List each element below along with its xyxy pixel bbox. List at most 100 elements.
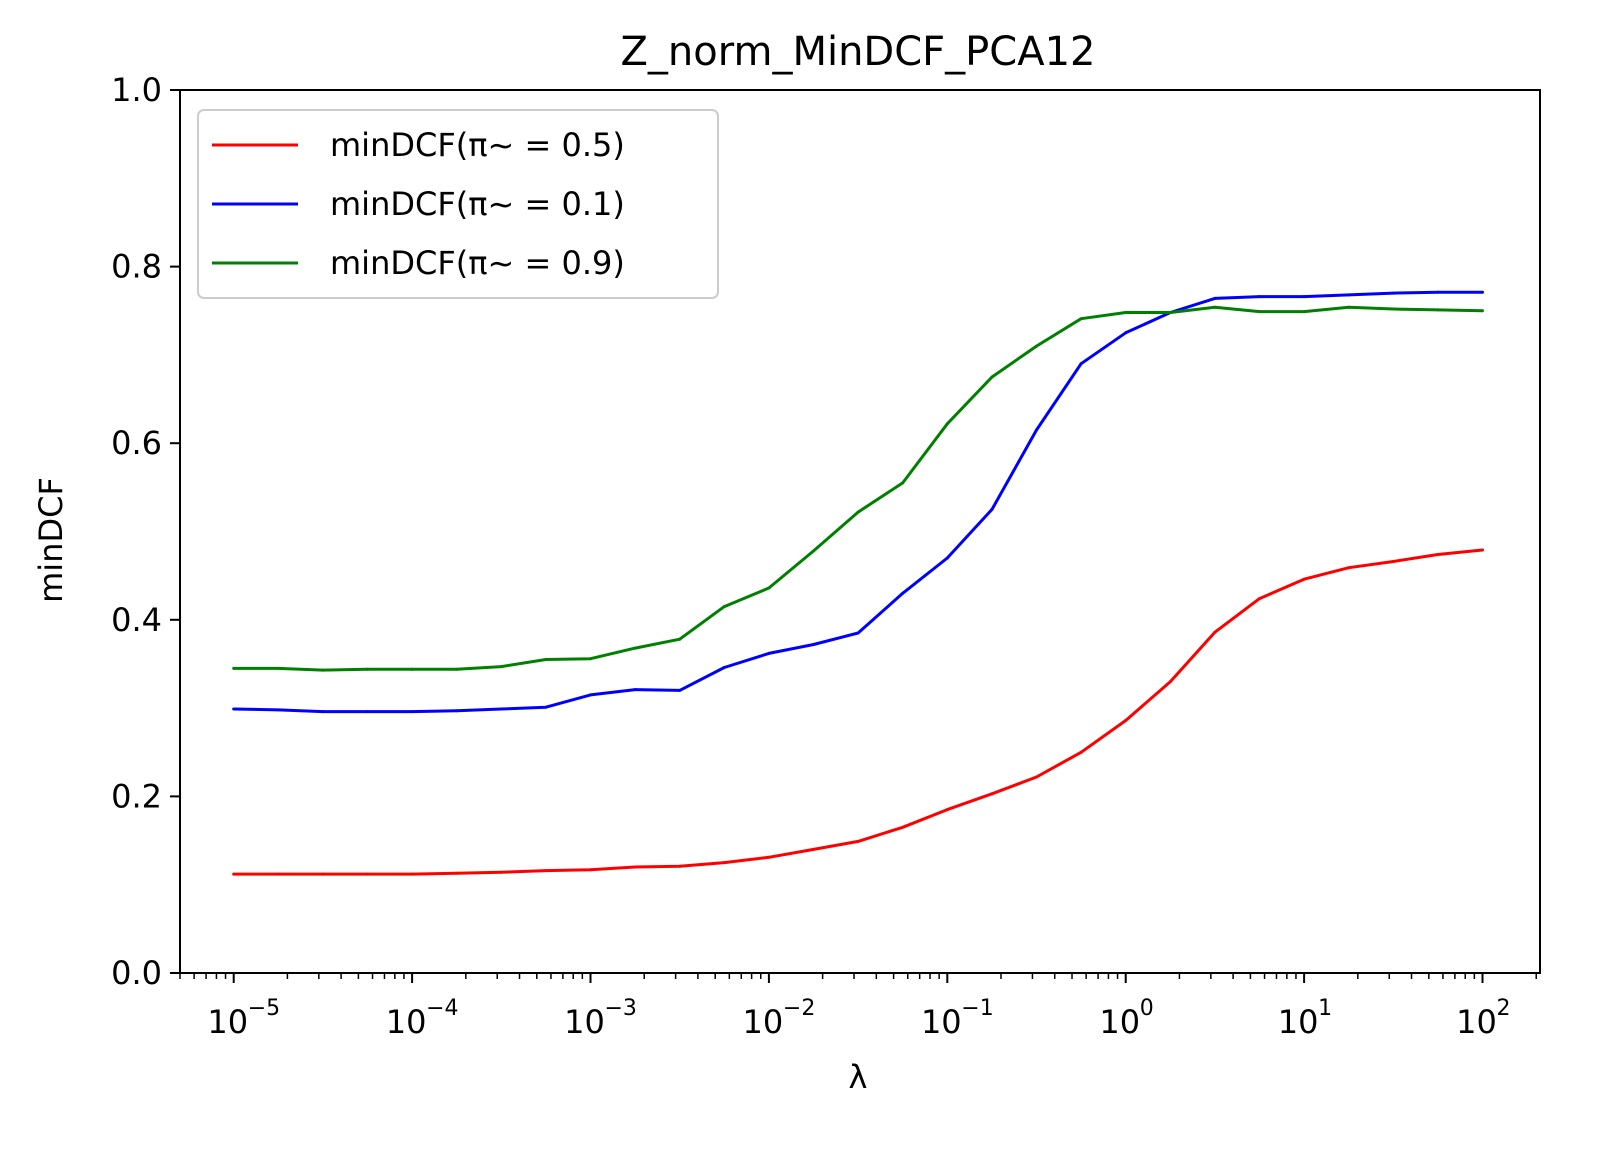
data-point-1-18 bbox=[1035, 428, 1038, 432]
data-point-2-5 bbox=[455, 667, 459, 671]
data-point-1-7 bbox=[544, 705, 548, 709]
data-point-1-5 bbox=[455, 709, 459, 713]
data-point-0-23 bbox=[1258, 597, 1261, 601]
data-point-2-11 bbox=[722, 605, 726, 609]
legend: minDCF(π~ = 0.5) minDCF(π~ = 0.1) minDCF… bbox=[197, 109, 719, 299]
data-point-2-28 bbox=[1481, 309, 1484, 313]
x-axis-label: λ bbox=[849, 1058, 868, 1096]
data-point-0-7 bbox=[544, 869, 548, 873]
data-point-2-10 bbox=[678, 637, 682, 641]
data-point-0-5 bbox=[455, 871, 459, 875]
legend-box bbox=[197, 109, 719, 299]
data-point-1-9 bbox=[633, 688, 637, 692]
data-point-0-4 bbox=[410, 872, 414, 876]
data-point-0-22 bbox=[1213, 630, 1217, 634]
x-tick-label: 10 bbox=[1099, 1003, 1140, 1041]
data-point-1-25 bbox=[1347, 293, 1351, 297]
data-point-0-6 bbox=[499, 870, 503, 874]
data-point-0-13 bbox=[812, 847, 816, 851]
x-axis: 10 −5 10 −4 10 −3 10 −2 10 −1 10 0 10 1 10 2 bbox=[179, 973, 1537, 1041]
data-point-2-0 bbox=[232, 666, 236, 670]
data-point-1-14 bbox=[856, 631, 860, 635]
x-tick-exponent: 0 bbox=[1140, 996, 1154, 1021]
data-point-2-17 bbox=[990, 375, 994, 379]
data-point-1-0 bbox=[232, 707, 236, 711]
chart-title: Z_norm_MinDCF_PCA12 bbox=[621, 29, 1096, 75]
y-tick-label: 0.2 bbox=[111, 777, 162, 815]
data-point-0-10 bbox=[678, 864, 682, 868]
data-point-1-12 bbox=[767, 651, 771, 655]
data-point-0-27 bbox=[1436, 553, 1440, 556]
data-point-0-17 bbox=[990, 792, 994, 796]
y-tick-label: 0.0 bbox=[111, 954, 162, 992]
data-point-0-3 bbox=[366, 872, 369, 876]
data-point-0-26 bbox=[1391, 560, 1395, 563]
data-point-2-7 bbox=[544, 658, 548, 661]
data-point-2-27 bbox=[1436, 308, 1440, 312]
data-point-1-15 bbox=[901, 591, 905, 595]
data-point-2-20 bbox=[1124, 311, 1128, 314]
data-point-0-11 bbox=[722, 861, 726, 865]
data-point-1-16 bbox=[945, 556, 949, 560]
x-tick-label: 10 bbox=[564, 1003, 605, 1041]
data-point-1-26 bbox=[1391, 291, 1395, 295]
data-point-2-19 bbox=[1079, 317, 1083, 321]
x-tick-exponent: 2 bbox=[1497, 996, 1511, 1021]
data-point-0-14 bbox=[856, 839, 860, 843]
data-point-2-6 bbox=[499, 665, 503, 669]
data-point-2-25 bbox=[1347, 305, 1351, 309]
series-layer bbox=[232, 290, 1484, 876]
x-tick-exponent: −2 bbox=[783, 996, 815, 1021]
data-point-0-28 bbox=[1481, 548, 1484, 552]
data-point-1-20 bbox=[1124, 331, 1128, 335]
data-point-2-12 bbox=[767, 586, 771, 590]
data-point-1-1 bbox=[276, 708, 280, 712]
data-point-2-18 bbox=[1035, 344, 1038, 348]
data-point-0-1 bbox=[276, 872, 280, 876]
legend-label-0: minDCF(π~ = 0.5) bbox=[330, 126, 625, 164]
data-point-1-10 bbox=[678, 688, 682, 692]
data-point-0-2 bbox=[321, 872, 325, 876]
y-tick-label: 1.0 bbox=[111, 71, 162, 109]
data-point-1-23 bbox=[1258, 295, 1261, 299]
x-tick-exponent: −4 bbox=[426, 996, 458, 1021]
data-point-2-4 bbox=[410, 667, 414, 671]
data-point-2-13 bbox=[812, 549, 816, 553]
x-tick-label: 10 bbox=[921, 1003, 962, 1041]
data-point-1-2 bbox=[321, 710, 325, 714]
data-point-0-0 bbox=[232, 872, 236, 876]
data-point-2-23 bbox=[1258, 310, 1261, 314]
data-point-0-25 bbox=[1347, 566, 1351, 570]
data-point-2-1 bbox=[276, 666, 280, 670]
x-tick-exponent: −3 bbox=[605, 996, 637, 1021]
plot-frame bbox=[179, 89, 1541, 974]
x-tick-label: 10 bbox=[386, 1003, 427, 1041]
data-point-0-18 bbox=[1035, 775, 1038, 779]
data-point-0-12 bbox=[767, 855, 771, 859]
data-point-0-9 bbox=[633, 865, 637, 869]
x-tick-label: 10 bbox=[743, 1003, 784, 1041]
x-tick-label: 10 bbox=[207, 1003, 248, 1041]
data-point-0-19 bbox=[1079, 750, 1083, 754]
data-point-1-24 bbox=[1302, 295, 1306, 299]
data-point-2-8 bbox=[589, 657, 592, 661]
data-point-0-24 bbox=[1302, 577, 1306, 581]
data-point-1-4 bbox=[410, 710, 414, 714]
data-point-1-3 bbox=[366, 710, 369, 714]
data-point-1-6 bbox=[499, 707, 503, 711]
data-point-2-3 bbox=[366, 667, 369, 671]
data-point-2-26 bbox=[1391, 307, 1395, 311]
data-point-0-8 bbox=[589, 868, 592, 872]
data-point-1-28 bbox=[1481, 290, 1484, 294]
data-point-1-17 bbox=[990, 507, 994, 511]
data-point-2-14 bbox=[856, 510, 860, 514]
y-tick-label: 0.8 bbox=[111, 248, 162, 286]
y-tick-label: 0.6 bbox=[111, 424, 162, 462]
y-tick-label: 0.4 bbox=[111, 601, 162, 639]
data-point-0-21 bbox=[1168, 680, 1172, 684]
data-point-2-9 bbox=[633, 646, 637, 650]
legend-label-1: minDCF(π~ = 0.1) bbox=[330, 185, 625, 223]
data-point-1-27 bbox=[1436, 290, 1440, 294]
x-tick-label: 10 bbox=[1278, 1003, 1319, 1041]
